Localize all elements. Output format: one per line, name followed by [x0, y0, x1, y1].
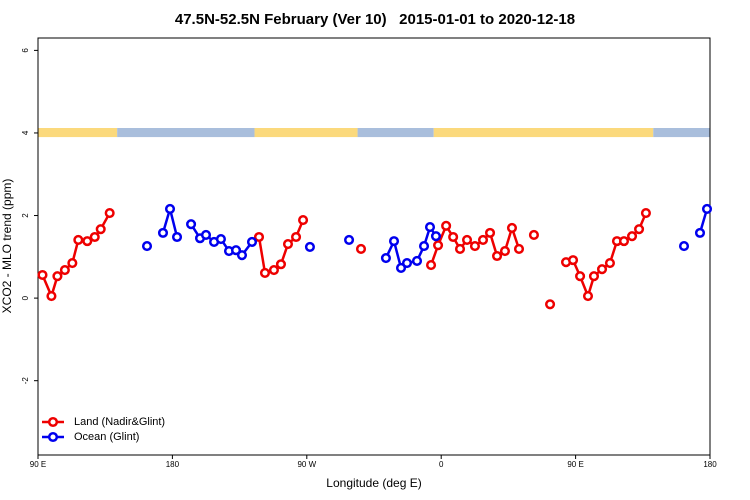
- y-tick-label: -2: [21, 377, 30, 385]
- data-point: [461, 234, 473, 245]
- data-point: [596, 264, 608, 275]
- data-point: [448, 231, 459, 243]
- mask-segment: [653, 128, 710, 138]
- data-point: [626, 231, 638, 242]
- data-point: [678, 241, 690, 252]
- x-tick-label: 90 W: [297, 460, 316, 469]
- data-point: [344, 234, 355, 245]
- mask-segment: [254, 128, 358, 138]
- data-point: [73, 234, 84, 245]
- data-point: [588, 271, 600, 282]
- data-point: [604, 257, 615, 269]
- data-point: [640, 208, 651, 219]
- data-point: [634, 224, 645, 235]
- data-point: [304, 241, 315, 252]
- data-point: [259, 267, 271, 278]
- data-point: [568, 255, 579, 266]
- data-point: [290, 231, 302, 243]
- legend-marker: [47, 431, 59, 443]
- data-point: [454, 243, 466, 255]
- data-point: [141, 241, 153, 252]
- mask-segment: [357, 128, 434, 138]
- data-point: [37, 269, 48, 281]
- data-point: [59, 264, 70, 276]
- y-tick-label: 6: [21, 48, 30, 53]
- x-tick-label: 90 E: [567, 460, 583, 469]
- data-point: [95, 224, 106, 235]
- data-point: [164, 203, 176, 214]
- data-point: [425, 260, 437, 271]
- data-point: [46, 290, 57, 302]
- mask-segment: [433, 128, 654, 138]
- data-point: [618, 236, 630, 247]
- legend-label: Land (Nadir&Glint): [74, 416, 165, 428]
- x-tick-label: 180: [166, 460, 180, 469]
- data-point: [528, 229, 539, 240]
- data-point: [395, 262, 407, 274]
- data-point: [469, 241, 480, 252]
- series-line: [41, 212, 648, 300]
- data-point: [506, 222, 518, 233]
- data-point: [298, 215, 309, 226]
- data-point: [701, 203, 713, 214]
- data-point: [171, 231, 183, 243]
- data-point: [200, 229, 212, 240]
- data-point: [253, 231, 265, 243]
- data-point: [401, 257, 413, 269]
- data-point: [499, 245, 511, 257]
- data-point: [582, 290, 594, 302]
- data-point: [484, 227, 496, 238]
- data-point: [236, 250, 248, 261]
- data-point: [430, 231, 442, 242]
- legend-label: Ocean (Glint): [74, 431, 139, 443]
- data-point: [441, 220, 452, 231]
- x-tick-label: 0: [439, 460, 444, 469]
- data-point: [513, 243, 525, 255]
- data-point: [52, 271, 63, 282]
- data-point: [104, 208, 115, 219]
- data-point: [575, 271, 586, 282]
- legend-marker: [47, 416, 59, 428]
- data-point: [157, 227, 169, 238]
- data-point: [424, 222, 436, 233]
- x-tick-label: 90 E: [30, 460, 46, 469]
- mask-segment: [38, 128, 118, 138]
- data-point: [545, 299, 556, 310]
- data-point: [268, 264, 279, 276]
- data-point: [380, 253, 391, 264]
- data-point: [433, 240, 444, 251]
- data-point: [215, 234, 226, 245]
- mask-segment: [117, 128, 255, 138]
- chart-title: 47.5N-52.5N February (Ver 10) 2015-01-01…: [175, 11, 575, 28]
- data-point: [388, 236, 400, 247]
- data-point: [246, 236, 258, 248]
- x-tick-label: 180: [703, 460, 717, 469]
- y-axis-label: XCO2 - MLO trend (ppm): [0, 179, 14, 314]
- y-tick-label: 4: [21, 130, 30, 135]
- y-tick-label: 2: [21, 213, 30, 218]
- data-point: [694, 227, 706, 238]
- data-point: [67, 257, 78, 269]
- legend: Land (Nadir&Glint) Ocean (Glint): [42, 416, 165, 443]
- data-point: [418, 241, 430, 252]
- data-point: [477, 234, 489, 245]
- data-point: [355, 243, 367, 255]
- data-point: [186, 219, 197, 230]
- plot-frame: [37, 37, 711, 456]
- x-axis-label: Longitude (deg E): [326, 476, 421, 490]
- data-point: [275, 259, 287, 270]
- data-point: [492, 250, 503, 262]
- y-tick-label: 0: [21, 295, 30, 300]
- data-point: [82, 236, 93, 247]
- data-point: [230, 245, 242, 256]
- data-point: [282, 238, 294, 250]
- data-point: [411, 255, 423, 267]
- data-point: [89, 231, 100, 243]
